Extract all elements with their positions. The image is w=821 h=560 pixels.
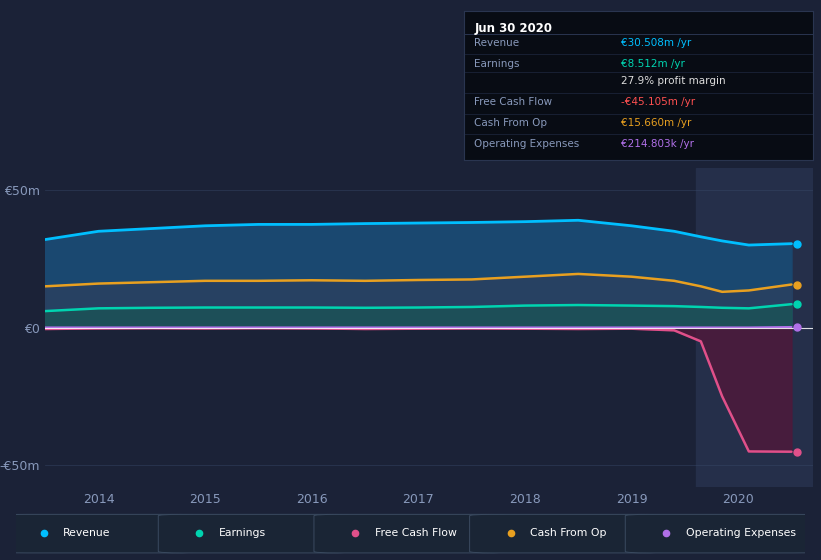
FancyBboxPatch shape: [626, 514, 819, 553]
Text: €214.803k /yr: €214.803k /yr: [621, 139, 694, 149]
Text: -€45.105m /yr: -€45.105m /yr: [621, 97, 695, 108]
Text: Jun 30 2020: Jun 30 2020: [475, 22, 553, 35]
Text: 27.9% profit margin: 27.9% profit margin: [621, 77, 726, 86]
Text: Cash From Op: Cash From Op: [475, 118, 548, 128]
Text: €15.660m /yr: €15.660m /yr: [621, 118, 691, 128]
FancyBboxPatch shape: [470, 514, 663, 553]
Text: Free Cash Flow: Free Cash Flow: [475, 97, 553, 108]
Text: Free Cash Flow: Free Cash Flow: [374, 529, 456, 538]
Text: Cash From Op: Cash From Op: [530, 529, 607, 538]
FancyBboxPatch shape: [158, 514, 351, 553]
Text: Earnings: Earnings: [219, 529, 266, 538]
Text: €8.512m /yr: €8.512m /yr: [621, 59, 685, 69]
Text: Operating Expenses: Operating Expenses: [686, 529, 796, 538]
Text: Revenue: Revenue: [475, 38, 520, 48]
Text: €30.508m /yr: €30.508m /yr: [621, 38, 691, 48]
Bar: [695, 168, 813, 487]
Text: Earnings: Earnings: [475, 59, 520, 69]
Text: Operating Expenses: Operating Expenses: [475, 139, 580, 149]
FancyBboxPatch shape: [2, 514, 195, 553]
FancyBboxPatch shape: [314, 514, 507, 553]
Text: Revenue: Revenue: [63, 529, 111, 538]
